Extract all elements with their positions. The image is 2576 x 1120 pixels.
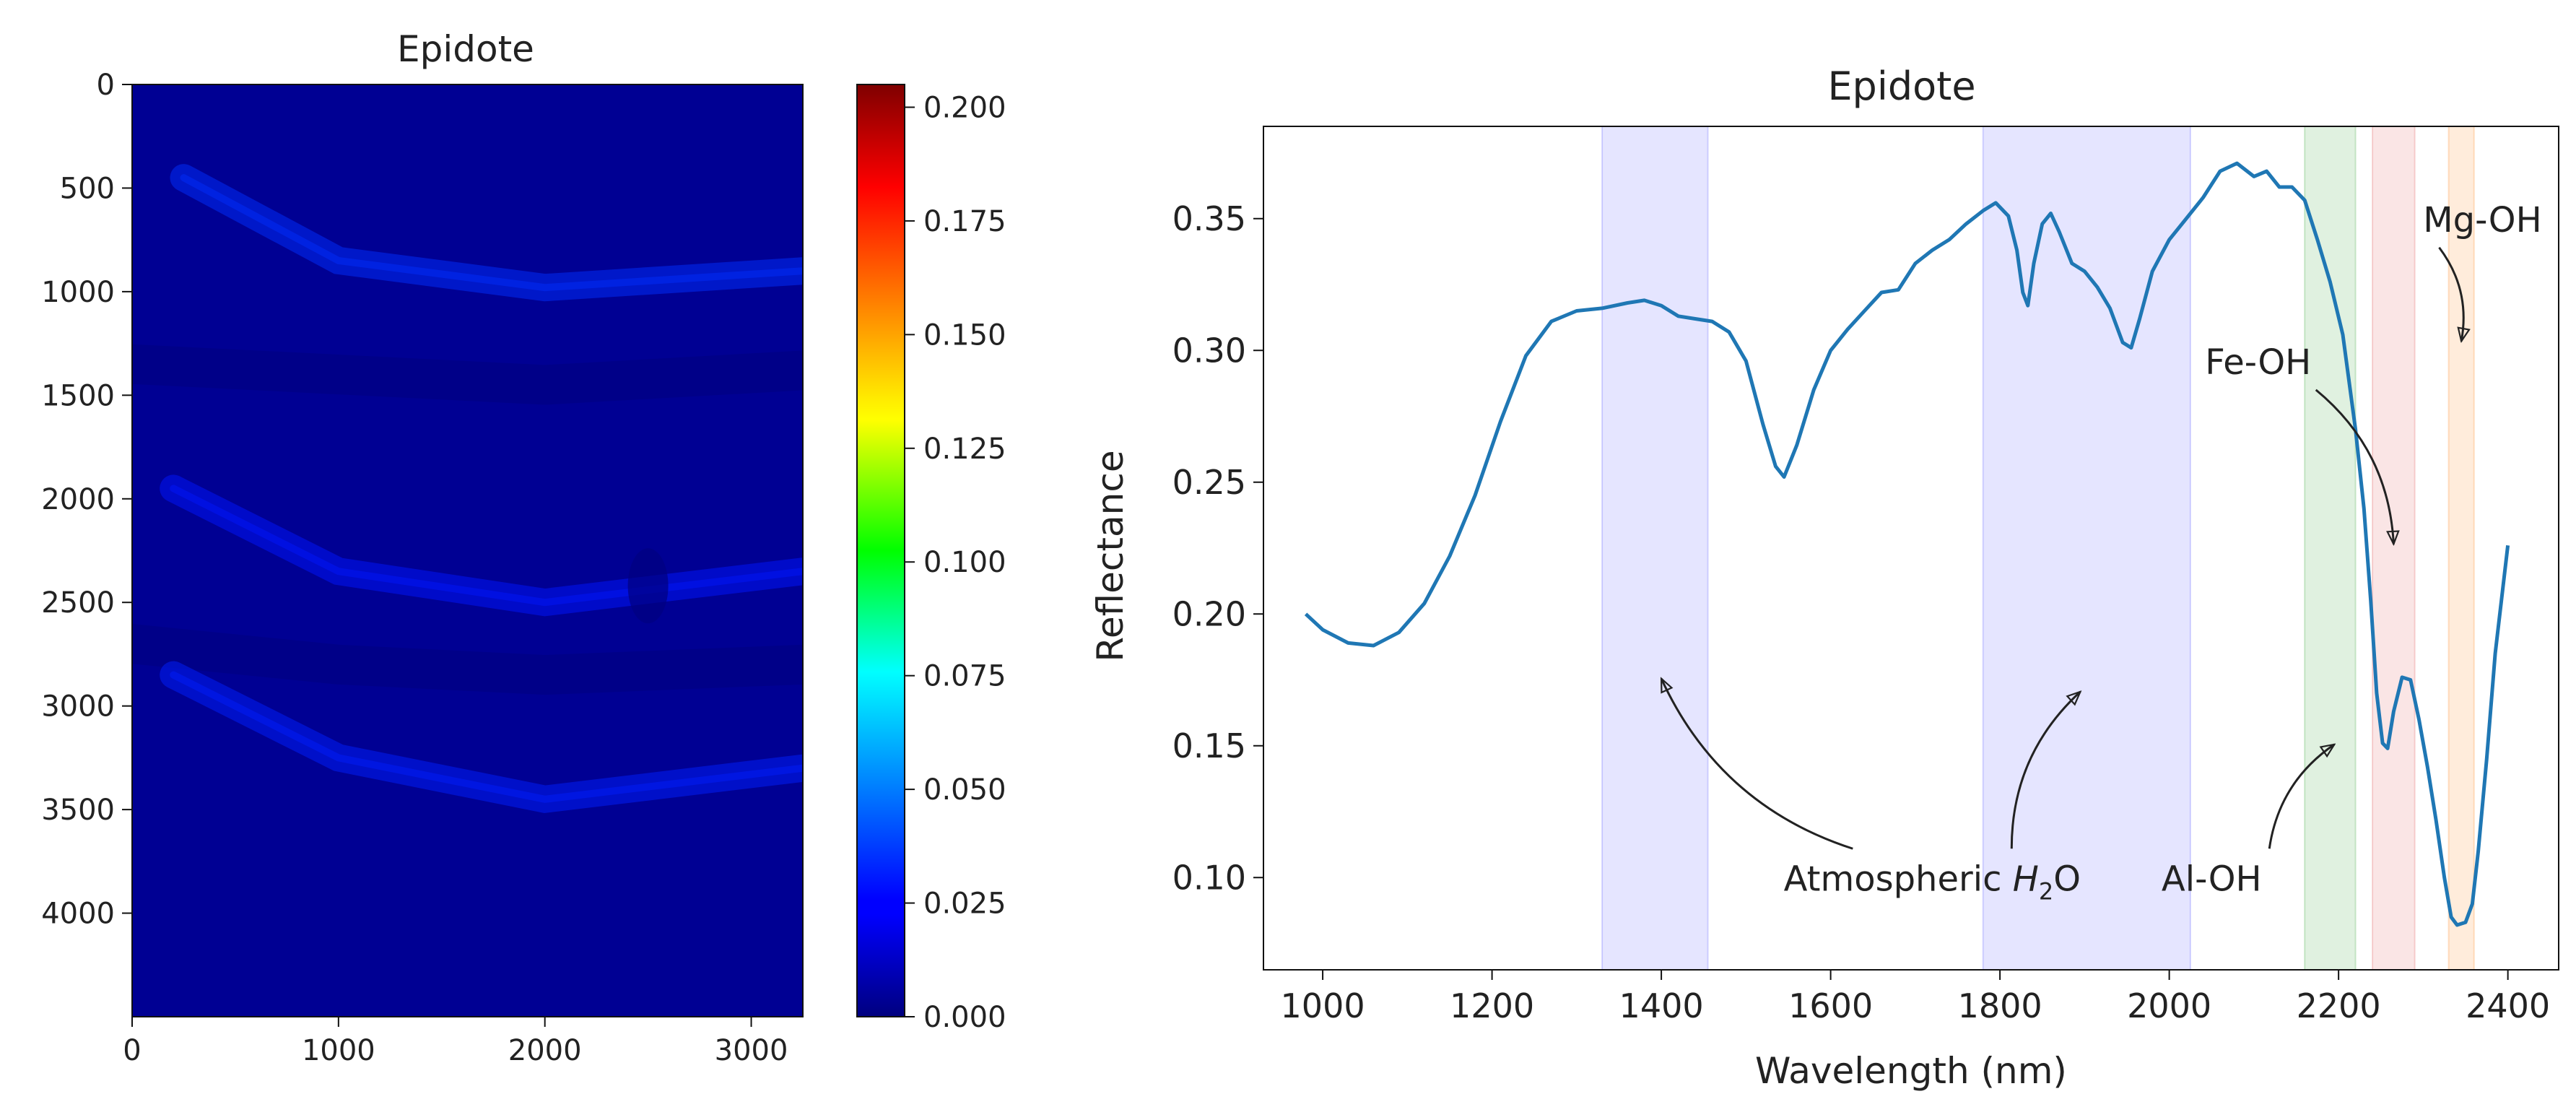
colorbar: 0.000 0.025 0.050 0.075 0.100 0.125 0.150 0.175…: [856, 84, 1006, 1034]
heatmap-frame: [131, 84, 804, 1017]
heatmap-bright-band-core-2: [170, 485, 803, 607]
colorbar-tick-label: 0.125: [923, 433, 1006, 466]
annotation-arrow: [2268, 745, 2334, 849]
heatmap-y-tick-label: 1000: [41, 276, 115, 309]
x-tick-label: 1200: [1450, 986, 1534, 1025]
colorbar-tick-label: 0.150: [923, 318, 1006, 352]
heatmap-dark-band-1: [132, 344, 803, 405]
heatmap-y-tick-label: 2500: [41, 586, 115, 620]
heatmap-bright-band-core-3: [170, 671, 803, 803]
y-tick-label: 0.30: [1172, 331, 1246, 370]
annotation-label: Mg-OH: [2423, 200, 2541, 240]
x-tick-label: 2200: [2297, 986, 2381, 1025]
heatmap-y-tick-label: 2000: [41, 483, 115, 516]
annotation-arrow: [2315, 388, 2394, 544]
shaded-region-3: [2304, 126, 2357, 971]
shaded-region-5: [2447, 126, 2475, 971]
colorbar-tick-label: 0.200: [923, 91, 1006, 124]
heatmap-y-tick-label: 4000: [41, 898, 115, 931]
heatmap-y-tick-label: 500: [60, 172, 115, 205]
annotation-fe-oh: Fe-OH: [2205, 342, 2393, 544]
heatmap-y-tick-label: 1500: [41, 379, 115, 412]
annotation-label: Fe-OH: [2205, 342, 2311, 383]
y-axis-label: Reflectance: [1089, 450, 1131, 661]
x-tick-label: 1000: [1281, 986, 1365, 1025]
annotation-mg-oh: Mg-OH: [2423, 200, 2542, 342]
reflectance-line: [1304, 161, 2510, 927]
heatmap-title: Epidote: [397, 28, 534, 70]
annotation-atmospheric-h2o: Atmospheric H2O: [1660, 679, 2081, 905]
colorbar-tick-label: 0.000: [923, 1001, 1006, 1034]
line-chart-panel: Epidote 1000 1200 1400 1600 1800 2000 2200 2400…: [1089, 64, 2559, 1092]
annotation-arrow: [2438, 246, 2463, 342]
heatmap-image: [132, 84, 803, 1017]
heatmap-dark-spot: [627, 548, 669, 624]
line-chart-title: Epidote: [1827, 64, 1975, 109]
x-tick-label: 1400: [1619, 986, 1704, 1025]
y-tick-label: 0.10: [1172, 858, 1246, 897]
shaded-region-4: [2372, 126, 2416, 971]
annotation-al-oh: Al-OH: [2162, 745, 2334, 899]
heatmap-bright-band-core-1: [180, 174, 803, 292]
colorbar-tick-label: 0.175: [923, 205, 1006, 238]
annotation-label: Atmospheric H2O: [1784, 859, 2081, 905]
heatmap-y-tick-label: 0: [97, 69, 115, 102]
x-axis-label: Wavelength (nm): [1755, 1050, 2067, 1092]
heatmap-bright-band-3: [160, 661, 803, 814]
y-tick-label: 0.15: [1172, 726, 1246, 765]
heatmap-x-tick-label: 1000: [302, 1034, 375, 1067]
heatmap-y-tick-label: 3000: [41, 690, 115, 724]
shaded-region-2: [1982, 126, 2191, 971]
heatmap-bright-band-2: [160, 474, 803, 617]
annotation-label: Al-OH: [2162, 859, 2262, 899]
heatmap-bright-band-1: [170, 164, 803, 302]
colorbar-frame: [856, 84, 905, 1017]
heatmap-panel: Epidote 0 1000 2000 3000 0 500 1000 1500 2000 25…: [41, 28, 804, 1067]
heatmap-x-tick-label: 0: [123, 1034, 141, 1067]
colorbar-tick-label: 0.025: [923, 887, 1006, 921]
y-tick-label: 0.25: [1172, 463, 1246, 502]
heatmap-background: [132, 84, 803, 1017]
x-tick-label: 2000: [2127, 986, 2211, 1025]
colorbar-tick-label: 0.100: [923, 546, 1006, 579]
heatmap-x-tick-label: 3000: [715, 1034, 788, 1067]
y-tick-label: 0.35: [1172, 199, 1246, 238]
shaded-region-1: [1601, 126, 1709, 971]
heatmap-x-tick-label: 2000: [508, 1034, 582, 1067]
annotation-arrow: [2010, 692, 2080, 849]
colorbar-gradient: [857, 84, 905, 1017]
line-chart-frame: [1263, 126, 2559, 971]
heatmap-y-tick-label: 3500: [41, 794, 115, 827]
annotation-arrow: [1660, 679, 1853, 850]
colorbar-tick-label: 0.050: [923, 773, 1006, 807]
x-tick-label: 1600: [1788, 986, 1873, 1025]
colorbar-tick-label: 0.075: [923, 660, 1006, 693]
y-tick-label: 0.20: [1172, 594, 1246, 633]
x-tick-label: 2400: [2466, 986, 2550, 1025]
x-tick-label: 1800: [1958, 986, 2042, 1025]
heatmap-dark-band-2: [132, 624, 803, 695]
